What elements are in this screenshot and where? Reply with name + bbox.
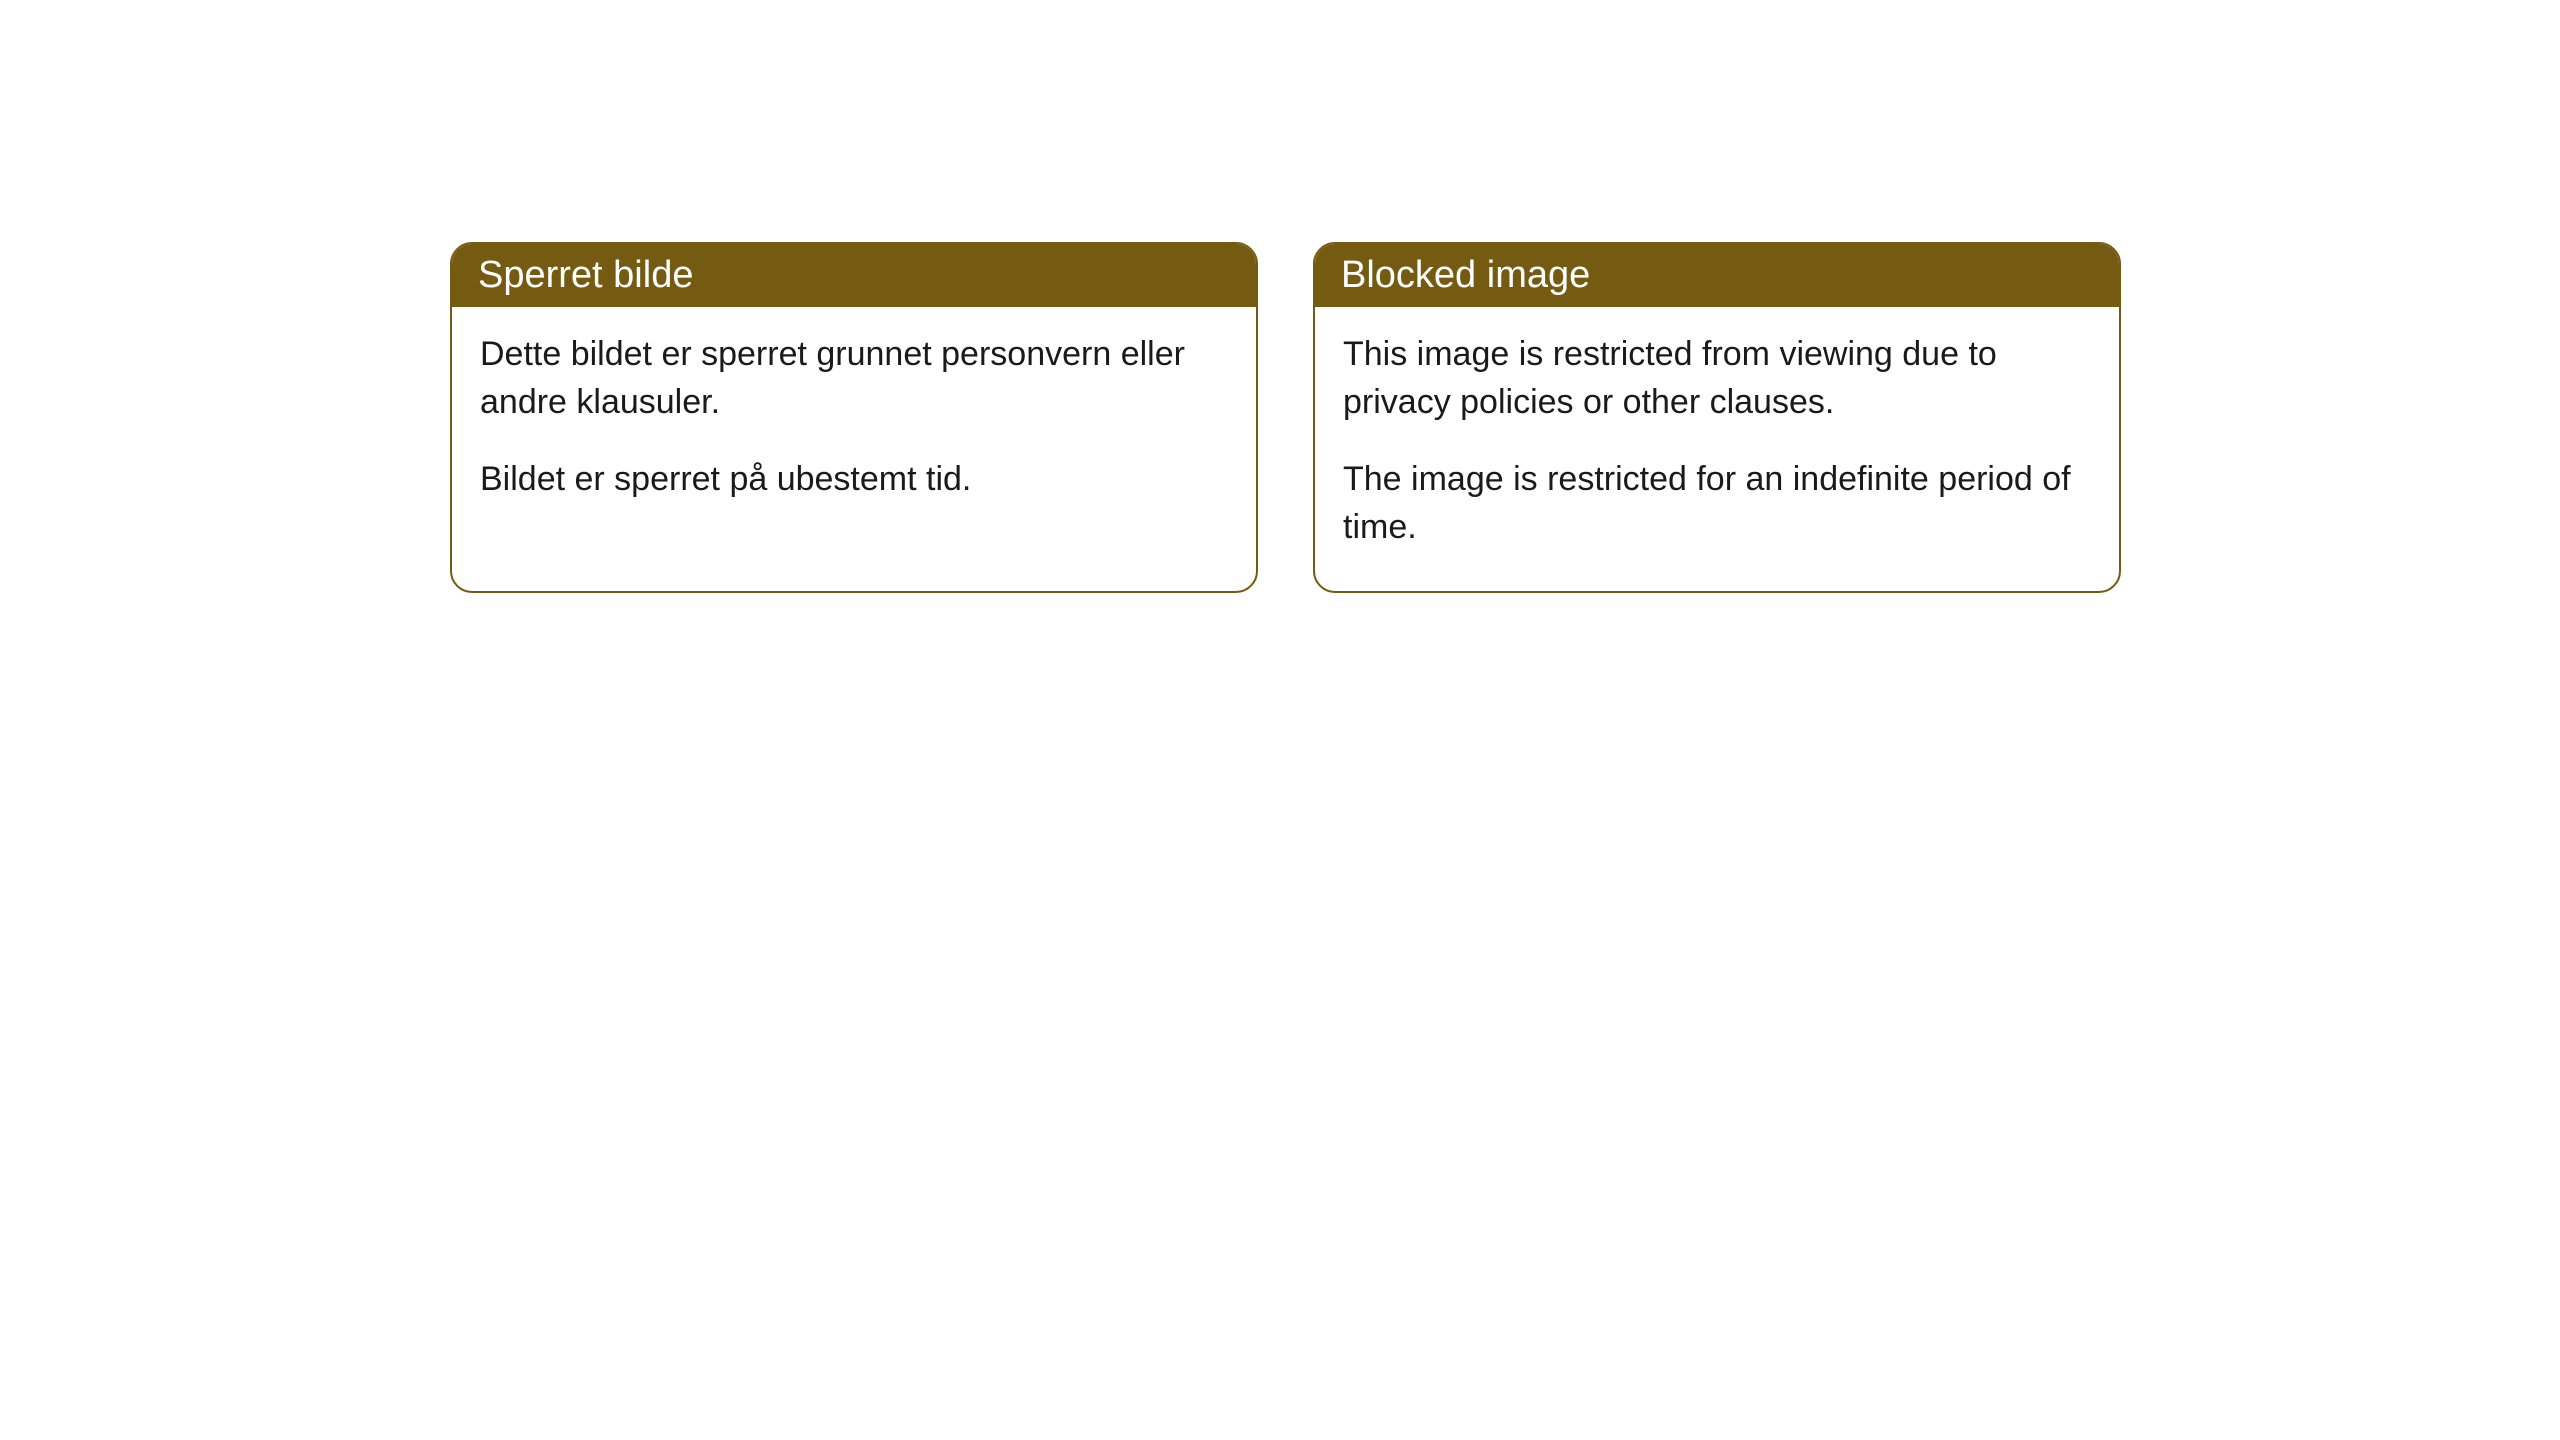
- card-header-english: Blocked image: [1315, 244, 2119, 307]
- card-paragraph-2-english: The image is restricted for an indefinit…: [1343, 456, 2091, 551]
- card-paragraph-1-english: This image is restricted from viewing du…: [1343, 331, 2091, 426]
- card-paragraph-2-norwegian: Bildet er sperret på ubestemt tid.: [480, 456, 1228, 504]
- card-body-norwegian: Dette bildet er sperret grunnet personve…: [452, 307, 1256, 544]
- card-body-english: This image is restricted from viewing du…: [1315, 307, 2119, 591]
- blocked-image-card-norwegian: Sperret bilde Dette bildet er sperret gr…: [450, 242, 1258, 593]
- blocked-image-card-english: Blocked image This image is restricted f…: [1313, 242, 2121, 593]
- card-paragraph-1-norwegian: Dette bildet er sperret grunnet personve…: [480, 331, 1228, 426]
- card-title-english: Blocked image: [1341, 254, 1590, 296]
- card-header-norwegian: Sperret bilde: [452, 244, 1256, 307]
- card-title-norwegian: Sperret bilde: [478, 254, 693, 296]
- cards-container: Sperret bilde Dette bildet er sperret gr…: [0, 0, 2560, 593]
